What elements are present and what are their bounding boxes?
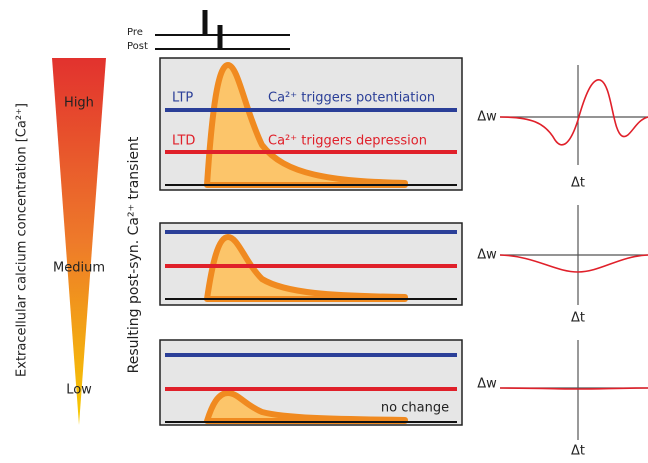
post-label: Post (127, 41, 148, 52)
pre-label: Pre (127, 27, 143, 38)
ltd-label: LTD (172, 134, 195, 149)
spike-trains (155, 10, 290, 50)
panel-low (159, 339, 463, 426)
dt-label: Δt (571, 311, 585, 326)
ltp-text: Ca²⁺ triggers potentiation (268, 91, 435, 106)
dw-label: Δw (477, 377, 497, 392)
calcium-gradient (52, 58, 106, 425)
calcium-axis-label: Extracellular calcium concentration [Ca²… (15, 103, 30, 377)
dt-label: Δt (571, 176, 585, 191)
stdp-curves (499, 79, 648, 390)
level-label: Low (66, 383, 92, 398)
level-label: High (64, 96, 94, 111)
stdp-axes (500, 65, 648, 440)
dw-label: Δw (477, 110, 497, 125)
level-label: Medium (53, 261, 105, 276)
panel-medium (159, 222, 463, 306)
ltd-text: Ca²⁺ triggers depression (268, 134, 427, 149)
panel-high (159, 57, 463, 191)
no-change-note: no change (381, 401, 449, 416)
dt-label: Δt (571, 444, 585, 459)
ltp-label: LTP (172, 91, 193, 106)
transient-label: Resulting post-syn. Ca²⁺ transient (126, 136, 142, 373)
dw-label: Δw (477, 248, 497, 263)
